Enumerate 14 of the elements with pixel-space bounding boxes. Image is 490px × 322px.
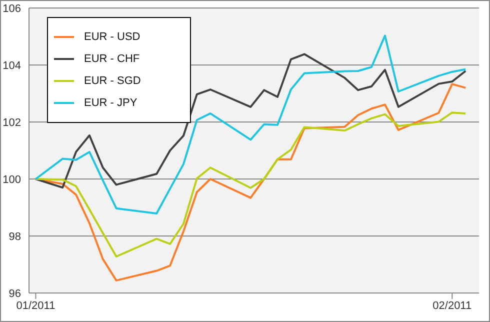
legend-label: EUR - USD xyxy=(84,31,140,43)
x-tick-label: 02/2011 xyxy=(432,300,472,312)
y-tick-label: 106 xyxy=(2,2,21,15)
y-tick-label: 104 xyxy=(2,60,21,72)
x-tick-label: 01/2011 xyxy=(16,300,56,312)
legend-label: EUR - CHF xyxy=(84,53,140,65)
line-series xyxy=(34,53,467,189)
y-tick-label: 102 xyxy=(2,116,21,129)
y-tick-label: 100 xyxy=(2,174,21,186)
line-series xyxy=(34,112,467,258)
y-tick-label: 96 xyxy=(8,288,21,300)
legend-label: EUR - SGD xyxy=(84,75,141,87)
y-tick-label: 98 xyxy=(8,230,21,243)
legend-label: EUR - JPY xyxy=(84,97,138,109)
